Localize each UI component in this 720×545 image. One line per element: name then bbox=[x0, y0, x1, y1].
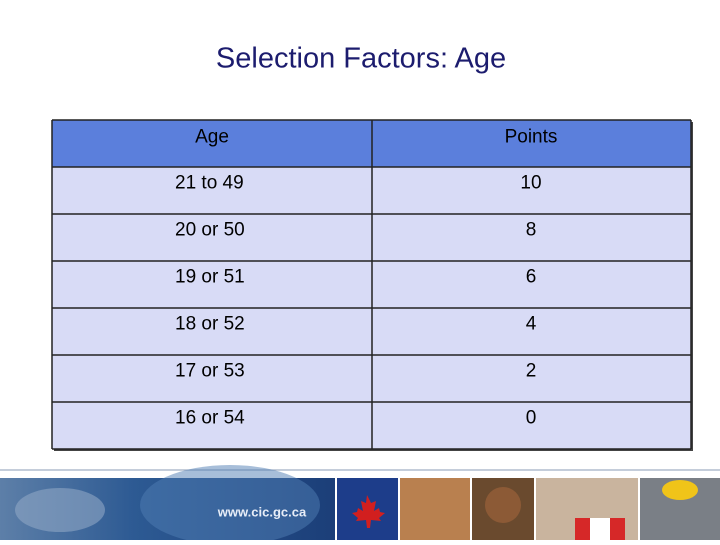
footer-banner: www.cic.gc.ca bbox=[0, 465, 720, 545]
slide-title: Selection Factors: Age bbox=[216, 43, 506, 75]
table-cell: 21 to 49 bbox=[175, 173, 244, 194]
table-cell: 0 bbox=[526, 408, 537, 429]
table: Age Points 21 to 49 10 20 or 50 8 19 or 51 6 18 … bbox=[51, 119, 693, 451]
table-cell: 16 or 54 bbox=[175, 408, 245, 429]
footer-url: www.cic.gc.ca bbox=[217, 504, 307, 519]
table-cell: 6 bbox=[526, 267, 537, 288]
table-cell: 19 or 51 bbox=[175, 267, 245, 288]
table-cell: 8 bbox=[526, 220, 537, 241]
header-cell: Age bbox=[195, 127, 229, 148]
table-cell: 4 bbox=[526, 314, 537, 335]
table-cell: 2 bbox=[526, 361, 537, 382]
table-cell: 18 or 52 bbox=[175, 314, 245, 335]
table-cell: 17 or 53 bbox=[175, 361, 245, 382]
table-cell: 10 bbox=[520, 173, 541, 194]
header-cell: Points bbox=[505, 127, 558, 148]
table-cell: 20 or 50 bbox=[175, 220, 245, 241]
